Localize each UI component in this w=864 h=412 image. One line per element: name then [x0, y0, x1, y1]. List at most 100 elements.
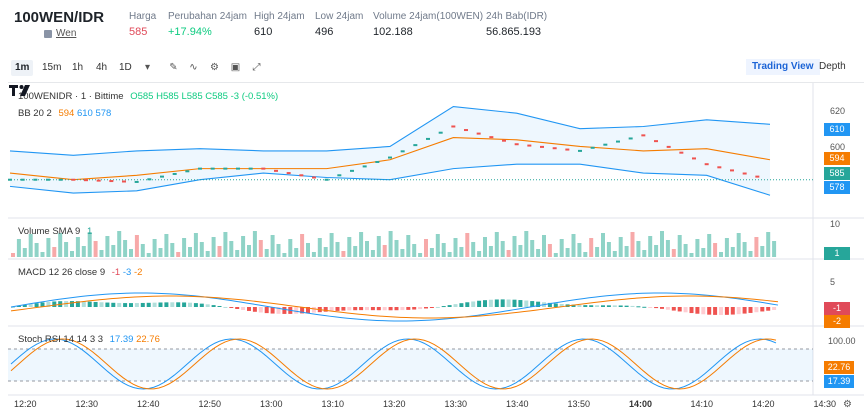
volume-value: 1 — [86, 226, 93, 237]
candle — [20, 178, 25, 181]
volume-bar — [199, 242, 204, 257]
macd-histogram-bar — [359, 307, 364, 311]
volume-bar — [730, 247, 735, 257]
tradingview-logo-icon[interactable] — [8, 83, 32, 99]
macd-histogram-bar — [394, 307, 399, 311]
volume-bar — [565, 248, 570, 257]
volume-bar — [506, 250, 511, 257]
volume-bar — [193, 233, 198, 257]
volume-bar — [311, 252, 316, 257]
candle — [654, 140, 658, 143]
base-asset-link[interactable]: Wen — [44, 28, 76, 39]
volume-bar — [58, 233, 63, 257]
volume-bar — [300, 234, 305, 257]
volume-bar — [64, 242, 69, 257]
macd-signal-value: -2 — [133, 267, 143, 278]
macd-histogram-bar — [459, 303, 464, 307]
time-tick-label: 13:40 — [506, 399, 529, 409]
stoch-tag-d: 22.76 — [824, 361, 854, 374]
macd-histogram-bar — [748, 307, 753, 313]
macd-histogram-bar — [435, 306, 440, 308]
price-chart-svg[interactable] — [8, 83, 864, 412]
macd-histogram-bar — [730, 307, 735, 315]
candle — [274, 169, 278, 172]
volume-bar — [46, 238, 51, 257]
volume-bar — [70, 251, 74, 257]
volume-bar — [494, 232, 499, 257]
volume-bar — [471, 242, 476, 257]
time-tick-label: 14:10 — [690, 399, 714, 409]
volume-bar — [553, 253, 558, 257]
macd-histogram-bar — [40, 302, 45, 307]
volume-bar — [241, 236, 246, 257]
volume-bar — [418, 253, 423, 257]
volume-bar — [459, 247, 464, 257]
macd-histogram-bar — [601, 305, 605, 307]
volume-bar — [329, 233, 334, 257]
candle — [464, 129, 468, 132]
pen-icon[interactable]: ✎ — [169, 62, 178, 73]
candle — [337, 174, 342, 177]
macd-histogram-bar — [418, 307, 423, 310]
candle — [312, 176, 316, 179]
macd-histogram-bar — [630, 305, 635, 307]
macd-histogram-bar — [211, 305, 216, 307]
macd-histogram-bar — [270, 307, 275, 314]
candle — [451, 125, 456, 128]
fullscreen-icon[interactable]: ⤢ — [252, 62, 261, 73]
macd-histogram-bar — [488, 299, 493, 307]
volume-bar — [306, 243, 310, 257]
volume-bar — [559, 239, 564, 257]
macd-histogram-bar — [247, 307, 251, 311]
macd-histogram-bar — [606, 305, 611, 307]
volume-bar — [394, 240, 399, 257]
macd-histogram-bar — [370, 307, 375, 311]
volume-bar — [441, 243, 446, 257]
interval-button[interactable]: 1h — [72, 62, 84, 73]
macd-histogram-bar — [447, 305, 452, 307]
volume-bar — [683, 244, 688, 257]
stat-label: 24h Bab(IDR) — [486, 11, 548, 22]
stoch-band — [8, 349, 813, 381]
chart-area[interactable]: 100WENIDR · 1 · Bittime O585 H585 L585 C… — [8, 82, 864, 412]
candle — [388, 156, 392, 159]
volume-bar — [483, 237, 487, 257]
time-tick-label: 14:20 — [752, 399, 775, 409]
macd-histogram-bar — [483, 300, 487, 307]
macd-histogram-bar — [382, 307, 387, 311]
volume-bar — [677, 235, 682, 257]
macd-histogram-bar — [424, 307, 428, 309]
macd-histogram-bar — [99, 302, 104, 307]
settings-icon[interactable]: ⚙ — [843, 399, 852, 410]
tab-trading-view[interactable]: Trading View — [746, 59, 820, 75]
macd-histogram-bar — [707, 307, 712, 315]
ohlc-low: L585 — [181, 91, 203, 102]
price-tag-bb-lower: 578 — [824, 181, 850, 194]
volume-bar — [28, 234, 33, 257]
volume-bar — [707, 234, 712, 257]
macd-histogram-bar — [571, 304, 576, 307]
volume-bar — [713, 243, 718, 257]
interval-button[interactable]: 15m — [42, 62, 62, 73]
stoch-tick: 100.00 — [828, 336, 856, 346]
volume-bar — [376, 236, 381, 257]
interval-button[interactable]: 1D — [119, 62, 132, 73]
macd-histogram-bar — [223, 306, 228, 308]
candle — [666, 145, 671, 148]
macd-histogram-bar — [205, 304, 210, 307]
chevron-down-icon[interactable]: ▾ — [144, 62, 151, 73]
candle — [578, 149, 582, 152]
bb-lower-value: 578 — [95, 108, 112, 119]
interval-button[interactable]: 1m — [11, 60, 34, 76]
macd-histogram-bar — [235, 307, 240, 309]
bb-legend: BB 20 2 594 610 578 — [18, 108, 111, 119]
interval-button[interactable]: 4h — [96, 62, 108, 73]
save-icon[interactable]: ▣ — [230, 62, 241, 73]
macd-histogram-bar — [772, 307, 777, 310]
tab-depth[interactable]: Depth — [819, 61, 846, 72]
volume-bar — [134, 235, 139, 257]
settings-icon[interactable]: ⚙ — [210, 62, 219, 73]
macd-histogram-bar — [677, 307, 682, 312]
volume-bar — [359, 232, 364, 257]
indicator-icon[interactable]: ∿ — [189, 62, 198, 73]
